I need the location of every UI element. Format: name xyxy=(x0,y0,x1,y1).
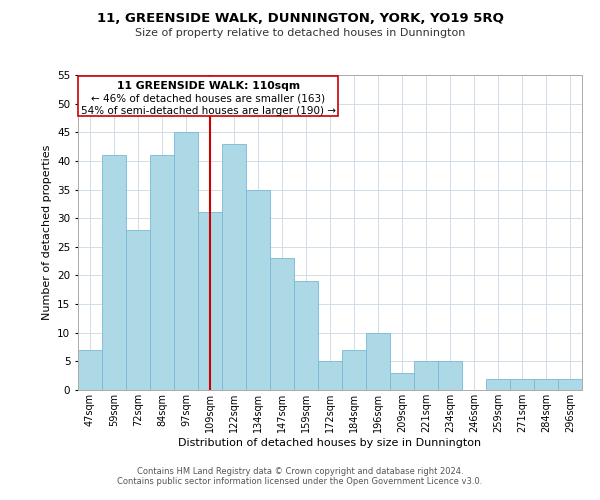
Bar xyxy=(438,362,462,390)
Text: 54% of semi-detached houses are larger (190) →: 54% of semi-detached houses are larger (… xyxy=(80,106,335,116)
Text: Contains HM Land Registry data © Crown copyright and database right 2024.: Contains HM Land Registry data © Crown c… xyxy=(137,467,463,476)
Bar xyxy=(318,362,342,390)
Bar xyxy=(222,144,246,390)
Bar xyxy=(558,378,582,390)
FancyBboxPatch shape xyxy=(79,76,338,116)
Bar xyxy=(342,350,366,390)
Bar xyxy=(198,212,222,390)
Bar xyxy=(414,362,438,390)
Text: Size of property relative to detached houses in Dunnington: Size of property relative to detached ho… xyxy=(135,28,465,38)
Text: 11 GREENSIDE WALK: 110sqm: 11 GREENSIDE WALK: 110sqm xyxy=(116,80,299,90)
Bar xyxy=(534,378,558,390)
Bar xyxy=(486,378,510,390)
Bar xyxy=(126,230,150,390)
Text: 11, GREENSIDE WALK, DUNNINGTON, YORK, YO19 5RQ: 11, GREENSIDE WALK, DUNNINGTON, YORK, YO… xyxy=(97,12,503,26)
Bar xyxy=(270,258,294,390)
Bar xyxy=(102,155,126,390)
Text: ← 46% of detached houses are smaller (163): ← 46% of detached houses are smaller (16… xyxy=(91,94,325,104)
Bar xyxy=(174,132,198,390)
Text: Contains public sector information licensed under the Open Government Licence v3: Contains public sector information licen… xyxy=(118,477,482,486)
Bar xyxy=(78,350,102,390)
Bar xyxy=(510,378,534,390)
Bar xyxy=(246,190,270,390)
Bar xyxy=(294,281,318,390)
Y-axis label: Number of detached properties: Number of detached properties xyxy=(41,145,52,320)
X-axis label: Distribution of detached houses by size in Dunnington: Distribution of detached houses by size … xyxy=(178,438,482,448)
Bar xyxy=(390,373,414,390)
Bar xyxy=(150,155,174,390)
Bar xyxy=(366,332,390,390)
